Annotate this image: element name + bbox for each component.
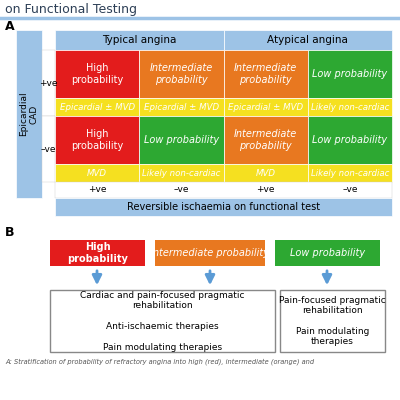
Bar <box>139 116 224 164</box>
Bar <box>50 290 275 352</box>
Bar <box>55 164 139 182</box>
Bar <box>55 116 139 164</box>
Text: High
probability: High probability <box>71 63 123 85</box>
Text: Low probability: Low probability <box>290 248 365 258</box>
Text: Likely non-cardiac: Likely non-cardiac <box>311 102 389 112</box>
Text: Epicardial ± MVD: Epicardial ± MVD <box>60 102 135 112</box>
Bar <box>55 50 139 98</box>
Text: –ve: –ve <box>174 186 189 194</box>
Bar <box>224 50 308 98</box>
Text: Intermediate
probability: Intermediate probability <box>150 63 213 85</box>
Text: Low probability: Low probability <box>312 135 388 145</box>
Bar <box>224 164 308 182</box>
Bar <box>55 182 392 198</box>
Bar <box>139 164 224 182</box>
Text: on Functional Testing: on Functional Testing <box>5 4 137 16</box>
Text: Intermediate
probability: Intermediate probability <box>234 63 297 85</box>
Bar <box>308 50 392 98</box>
Text: Epicardial
CAD: Epicardial CAD <box>19 92 39 136</box>
Bar <box>55 30 224 50</box>
Text: Cardiac and pain-focused pragmatic
rehabilitation

Anti-ischaemic therapies

Pai: Cardiac and pain-focused pragmatic rehab… <box>80 290 245 352</box>
Bar <box>224 98 308 116</box>
Bar <box>42 116 55 182</box>
Text: A: Stratification of probability of refractory angina into high (red), intermedi: A: Stratification of probability of refr… <box>5 359 314 365</box>
Text: +ve: +ve <box>256 186 275 194</box>
Bar <box>50 240 145 266</box>
Text: +ve: +ve <box>39 78 58 88</box>
Bar <box>275 240 380 266</box>
Text: Typical angina: Typical angina <box>102 35 176 45</box>
Text: Intermediate
probability: Intermediate probability <box>234 129 297 151</box>
Text: Pain-focused pragmatic
rehabilitation

Pain modulating
therapies: Pain-focused pragmatic rehabilitation Pa… <box>279 296 386 346</box>
Text: Low probability: Low probability <box>144 135 219 145</box>
Text: Low probability: Low probability <box>312 69 388 79</box>
Text: Intermediate probability: Intermediate probability <box>150 248 270 258</box>
Text: High
probability: High probability <box>71 129 123 151</box>
Text: Likely non-cardiac: Likely non-cardiac <box>311 168 389 178</box>
Text: A: A <box>5 20 15 34</box>
Bar <box>308 98 392 116</box>
Text: Epicardial ± MVD: Epicardial ± MVD <box>228 102 303 112</box>
Bar <box>308 116 392 164</box>
Bar <box>224 30 392 50</box>
Bar <box>280 290 385 352</box>
Text: Likely non-cardiac: Likely non-cardiac <box>142 168 220 178</box>
Bar <box>55 98 139 116</box>
Text: Reversible ischaemia on functional test: Reversible ischaemia on functional test <box>127 202 320 212</box>
Text: Epicardial ± MVD: Epicardial ± MVD <box>144 102 219 112</box>
Bar <box>42 50 55 116</box>
Bar <box>308 164 392 182</box>
Text: –ve: –ve <box>342 186 358 194</box>
Bar <box>139 50 224 98</box>
Text: High
probability: High probability <box>67 242 128 264</box>
Bar <box>16 30 42 198</box>
Bar <box>224 116 308 164</box>
Text: +ve: +ve <box>88 186 106 194</box>
Bar <box>139 98 224 116</box>
Text: B: B <box>5 226 14 240</box>
Text: –ve: –ve <box>41 144 56 154</box>
Text: MVD: MVD <box>256 168 276 178</box>
Text: MVD: MVD <box>87 168 107 178</box>
Bar <box>155 240 265 266</box>
Text: Atypical angina: Atypical angina <box>267 35 348 45</box>
Bar <box>55 198 392 216</box>
